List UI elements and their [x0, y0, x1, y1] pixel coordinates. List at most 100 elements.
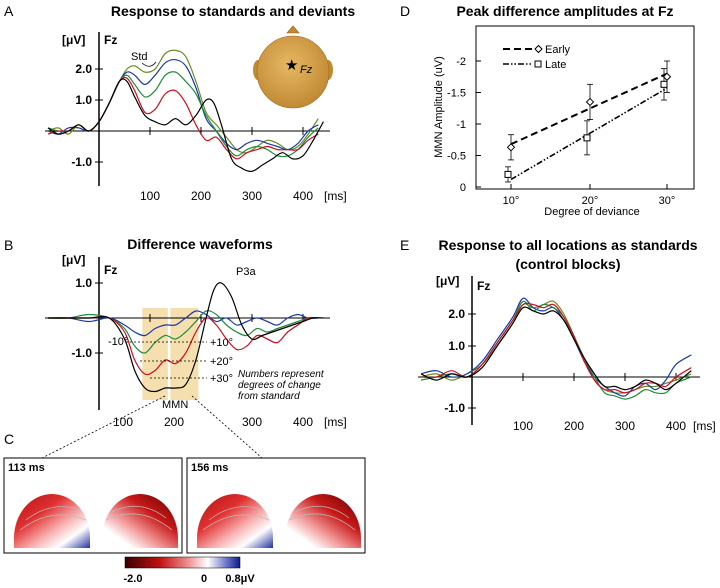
colorbar-max: 0.8μV [225, 573, 255, 585]
panel-a-series-10 [47, 78, 324, 172]
panel-b-xtick-100: 100 [113, 415, 133, 429]
panel-d-point-late [504, 170, 512, 178]
panel-e-ytick-1: 1.0 [448, 339, 465, 353]
panel-a-y-unit: [μV] [62, 33, 85, 47]
panel-d-point-early [585, 97, 595, 107]
panel-b-note-line-2: degrees of change [238, 380, 321, 391]
panel-b-xtick-200: 200 [164, 415, 184, 429]
panel-b-xtick-400: 400 [293, 415, 313, 429]
panel-b-y-ticks: 1.0 -1.0 [71, 276, 103, 360]
panel-c: C 113 ms 156 ms -2.0 0 0.8μV [3, 431, 366, 585]
colorbar-zero: 0 [201, 573, 207, 585]
panel-a-electrode: Fz [104, 33, 117, 47]
panel-d-point-late [583, 134, 591, 142]
panel-b-note-line-1: Numbers represent [238, 369, 325, 380]
panel-d-ytick-label: -1 [456, 119, 466, 131]
panel-d-ytick-label: -2 [456, 56, 466, 68]
electrode-star-icon: ★ [285, 57, 298, 74]
panel-b-deg-m10: -10° [108, 336, 128, 348]
panel-d-title: Peak difference amplitudes at Fz [456, 3, 673, 19]
panel-b-degree-markers: -10° +10° +20° +30° [108, 336, 233, 385]
panel-d-x-ticks: 10° 20° 30° [503, 184, 676, 207]
panel-e-series-c4 [420, 302, 692, 394]
panel-b-mmn-label: MMN [162, 399, 188, 411]
legend-early-label: Early [545, 44, 571, 56]
panel-a-x-unit: [ms] [324, 189, 347, 203]
panel-a-title: Response to standards and deviants [111, 3, 355, 19]
panel-e-xtick-100: 100 [513, 419, 533, 433]
panel-b-ytick-1: 1.0 [75, 276, 92, 290]
head-nose-icon [286, 25, 300, 34]
panel-b-electrode: Fz [104, 263, 117, 277]
panel-d-y-ticks: -2 -1.5 -1 -0.5 0 [447, 56, 481, 194]
panel-b-note-line-3: from standard [238, 391, 300, 402]
panel-letter-c: C [4, 431, 14, 447]
legend-early-diamond-icon [534, 44, 543, 54]
panel-e-x-unit: [ms] [693, 419, 716, 433]
scalp-map-156-right [285, 494, 361, 548]
panel-d-ytick-label: 0 [460, 182, 466, 194]
panel-a-std-label: Std [131, 51, 148, 63]
panel-e-series [420, 297, 692, 400]
panel-b-highlight-window-1 [142, 308, 168, 400]
panel-d-point-late [660, 80, 668, 88]
panel-d-legend: Early Late [503, 44, 571, 71]
panel-b-ytick-m1: -1.0 [71, 346, 92, 360]
panel-d-xtick-label: 10° [503, 195, 520, 207]
panel-d-ytick-label: -0.5 [447, 151, 466, 163]
panel-b-note: Numbers represent degrees of change from… [238, 369, 325, 402]
panel-e-xtick-400: 400 [666, 419, 686, 433]
panel-d-x-label: Degree of deviance [544, 206, 639, 218]
panel-b-series [47, 282, 324, 393]
panel-d-xtick-label: 30° [659, 195, 676, 207]
panel-d-fit-early [510, 72, 668, 146]
panel-b-deg-p30: +30° [210, 373, 233, 385]
colorbar [124, 556, 241, 569]
panel-e-title-line-1: Response to all locations as standards [438, 237, 697, 253]
panel-b-series-20 [47, 310, 319, 354]
panel-a: A Response to standards and deviants [μV… [4, 3, 355, 203]
legend-late-square-icon [534, 60, 542, 68]
panel-a-ytick-1: 1.0 [75, 93, 92, 107]
panel-b-series-10 [48, 282, 324, 393]
panel-d: D Peak difference amplitudes at Fz -2 -1.… [400, 3, 695, 218]
panel-d-y-label: MMN Amplitude (uV) [433, 56, 445, 157]
panel-b-series-10 [47, 310, 319, 337]
colorbar-min: -2.0 [124, 573, 143, 585]
panel-a-xtick-300: 300 [242, 189, 262, 203]
panel-e-title-line-2: (control blocks) [515, 256, 620, 272]
panel-e-y-unit: [μV] [436, 274, 459, 288]
panel-a-ytick-2: 2.0 [75, 62, 92, 76]
legend-late-label: Late [545, 59, 566, 71]
panel-b-connector-right [191, 395, 263, 459]
panel-letter-e: E [400, 237, 409, 253]
map-156-label: 156 ms [191, 462, 228, 474]
panel-e-xtick-200: 200 [564, 419, 584, 433]
panel-d-point-early [662, 72, 672, 81]
panel-b-p3a-label: P3a [236, 266, 256, 278]
panel-e: E Response to all locations as standards… [400, 237, 716, 433]
panel-b: B Difference waveforms [μV] Fz 1.0 -1.0 … [4, 236, 347, 459]
panel-b-title: Difference waveforms [127, 236, 273, 252]
panel-e-series-c5 [420, 306, 692, 391]
panel-a-xtick-400: 400 [293, 189, 313, 203]
panel-letter-d: D [400, 3, 410, 19]
panel-e-x-ticks: 100 200 300 400 [ms] [513, 373, 716, 433]
panel-e-electrode: Fz [477, 279, 490, 293]
panel-e-ytick-m1: -1.0 [444, 401, 465, 415]
panel-b-x-ticks: 100 200 300 400 [ms] [113, 314, 347, 429]
panel-d-ytick-label: -1.5 [447, 88, 466, 100]
head-electrode-label: Fz [300, 64, 313, 76]
panel-letter-a: A [4, 3, 14, 19]
panel-b-connector-left [41, 395, 166, 459]
panel-b-y-unit: [μV] [62, 253, 85, 267]
head-electrode-map: ★ Fz [253, 25, 333, 109]
panel-a-x-ticks: 100 200 300 400 [ms] [140, 127, 347, 203]
panel-e-ytick-2: 2.0 [448, 307, 465, 321]
head-shape-icon [256, 35, 330, 109]
panel-a-xtick-100: 100 [140, 189, 160, 203]
panel-d-fit-late [510, 87, 668, 181]
scalp-map-contours [19, 505, 356, 531]
panel-d-point-early [506, 143, 516, 152]
